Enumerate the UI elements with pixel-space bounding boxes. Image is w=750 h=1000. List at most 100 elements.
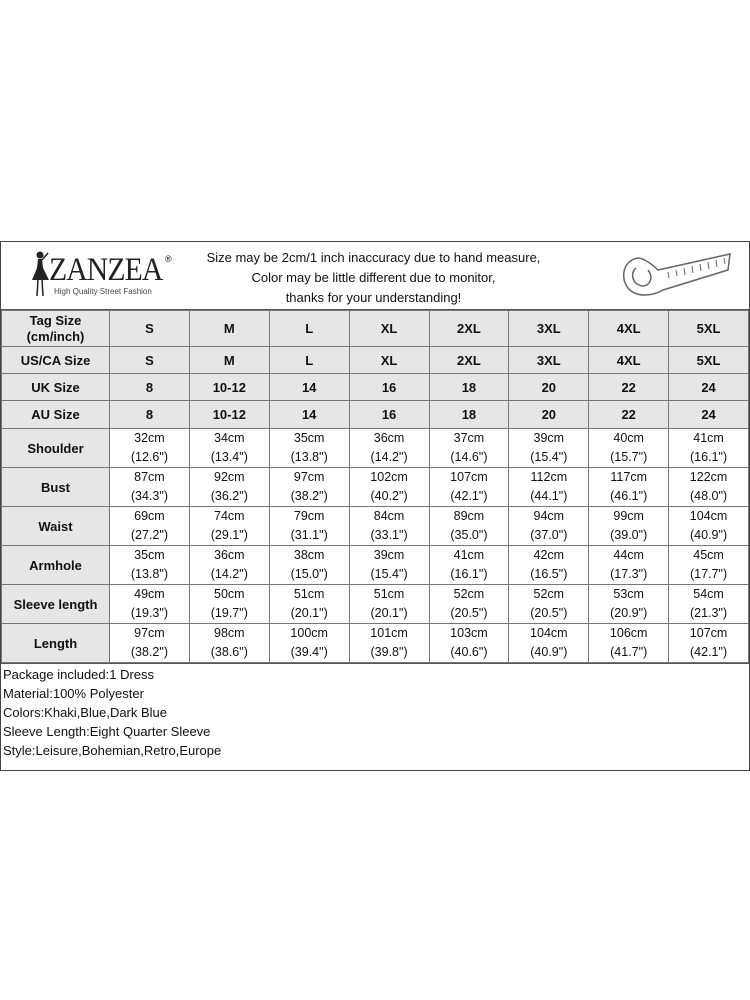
inch-value: (17.7")	[690, 567, 728, 581]
cm-value: 54cm	[693, 587, 724, 601]
chart-header: ZANZEA ® High Quality Street Fashion Siz…	[1, 242, 749, 310]
row-label: Shoulder	[1, 428, 110, 468]
measure-cell: 40cm (15.7")	[588, 428, 670, 468]
inch-value: (38.2")	[130, 645, 168, 659]
registered-mark: ®	[165, 254, 172, 264]
size-cell: L	[268, 310, 350, 347]
measure-cell: 51cm (20.1")	[348, 584, 430, 624]
measure-cell: 45cm (17.7")	[668, 545, 749, 585]
brand-tagline: High Quality Street Fashion	[54, 287, 152, 296]
inch-value: (20.5")	[530, 606, 568, 620]
cm-value: 87cm	[134, 470, 165, 484]
cm-value: 69cm	[134, 509, 165, 523]
size-cell: 4XL	[588, 346, 670, 374]
measure-cell: 35cm (13.8")	[109, 545, 190, 585]
measure-row: Length 97cm (38.2") 98cm (38.6") 100cm (39.4")…	[1, 623, 749, 663]
inch-value: (37.0")	[530, 528, 568, 542]
inch-value: (13.4")	[210, 450, 248, 464]
size-cell: 22	[588, 400, 670, 429]
size-cell: XL	[348, 346, 430, 374]
row-label: Waist	[1, 506, 110, 546]
measure-cell: 104cm (40.9")	[668, 506, 749, 546]
cm-value: 52cm	[533, 587, 565, 601]
measure-cell: 52cm (20.5")	[428, 584, 510, 624]
size-cell: 20	[508, 400, 590, 429]
info-line: Sleeve Length:Eight Quarter Sleeve	[3, 724, 211, 739]
inch-value: (19.3")	[130, 606, 168, 620]
inch-value: (39.0")	[610, 528, 648, 542]
measure-cell: 98cm (38.6")	[188, 623, 270, 663]
measure-row: Bust 87cm (34.3") 92cm (36.2") 97cm (38.2") 102…	[1, 467, 749, 507]
measure-cell: 44cm (17.3")	[588, 545, 670, 585]
cm-value: 49cm	[134, 587, 165, 601]
size-cell: 3XL	[508, 346, 590, 374]
row-label: Armhole	[1, 545, 110, 585]
cm-value: 94cm	[533, 509, 565, 523]
inch-value: (40.2")	[370, 489, 408, 503]
size-cell: S	[109, 346, 190, 374]
inch-value: (16.1")	[450, 567, 488, 581]
cm-value: 35cm	[134, 548, 165, 562]
size-row: Tag Size (cm/inch) S M L XL 2XL 3XL 4XL 5XL	[1, 310, 749, 347]
cm-value: 38cm	[293, 548, 325, 562]
notice-line: thanks for your understanding!	[285, 290, 462, 305]
inch-value: (38.6")	[210, 645, 248, 659]
measure-cell: 38cm (15.0")	[268, 545, 350, 585]
inch-value: (20.1")	[370, 606, 408, 620]
cm-value: 52cm	[453, 587, 485, 601]
cm-value: 112cm	[530, 470, 568, 484]
measure-cell: 92cm (36.2")	[188, 467, 270, 507]
measure-cell: 52cm (20.5")	[508, 584, 590, 624]
measure-cell: 36cm (14.2")	[188, 545, 270, 585]
cm-value: 97cm	[134, 626, 165, 640]
size-cell: XL	[348, 310, 430, 347]
cm-value: 35cm	[293, 431, 325, 445]
inch-value: (13.8")	[130, 567, 168, 581]
size-cell: 24	[668, 400, 749, 429]
cm-value: 51cm	[293, 587, 325, 601]
measure-cell: 106cm (41.7")	[588, 623, 670, 663]
cm-value: 34cm	[214, 431, 245, 445]
cm-value: 45cm	[693, 548, 724, 562]
row-label: Sleeve length	[1, 584, 110, 624]
inch-value: (42.1")	[690, 645, 728, 659]
inch-value: (17.3")	[610, 567, 648, 581]
size-cell: 24	[668, 373, 749, 401]
inch-value: (14.2")	[370, 450, 408, 464]
cm-value: 107cm	[450, 470, 488, 484]
row-label: UK Size	[1, 373, 110, 401]
size-cell: M	[188, 310, 270, 347]
cm-value: 122cm	[689, 470, 728, 484]
notice-line: Size may be 2cm/1 inch inaccuracy due to…	[206, 250, 541, 265]
size-cell: 2XL	[428, 310, 510, 347]
product-info: Package included:1 Dress Material:100% P…	[1, 663, 749, 770]
size-cell: 18	[428, 400, 510, 429]
size-cell: 22	[588, 373, 670, 401]
cm-value: 36cm	[214, 548, 245, 562]
cm-value: 41cm	[693, 431, 724, 445]
inch-value: (40.6")	[450, 645, 488, 659]
inch-value: (42.1")	[450, 489, 488, 503]
measure-cell: 50cm (19.7")	[188, 584, 270, 624]
measure-row: Armhole 35cm (13.8") 36cm (14.2") 38cm (15.0")…	[1, 545, 749, 585]
cm-value: 102cm	[370, 470, 408, 484]
inch-value: (36.2")	[210, 489, 248, 503]
measure-cell: 35cm (13.8")	[268, 428, 350, 468]
measure-cell: 41cm (16.1")	[428, 545, 510, 585]
measure-cell: 99cm (39.0")	[588, 506, 670, 546]
size-cell: 20	[508, 373, 590, 401]
inch-value: (16.5")	[530, 567, 568, 581]
measurement-notice: Size may be 2cm/1 inch inaccuracy due to…	[186, 248, 561, 308]
cm-value: 98cm	[214, 626, 245, 640]
cm-value: 104cm	[530, 626, 568, 640]
cm-value: 100cm	[290, 626, 328, 640]
cm-value: 51cm	[373, 587, 405, 601]
cm-value: 50cm	[214, 587, 245, 601]
cm-value: 36cm	[373, 431, 405, 445]
info-line: Material:100% Polyester	[3, 686, 144, 701]
size-cell: M	[188, 346, 270, 374]
size-cell: 3XL	[508, 310, 590, 347]
size-cell: 16	[348, 373, 430, 401]
notice-line: Color may be little different due to mon…	[251, 270, 496, 285]
cm-value: 42cm	[533, 548, 565, 562]
